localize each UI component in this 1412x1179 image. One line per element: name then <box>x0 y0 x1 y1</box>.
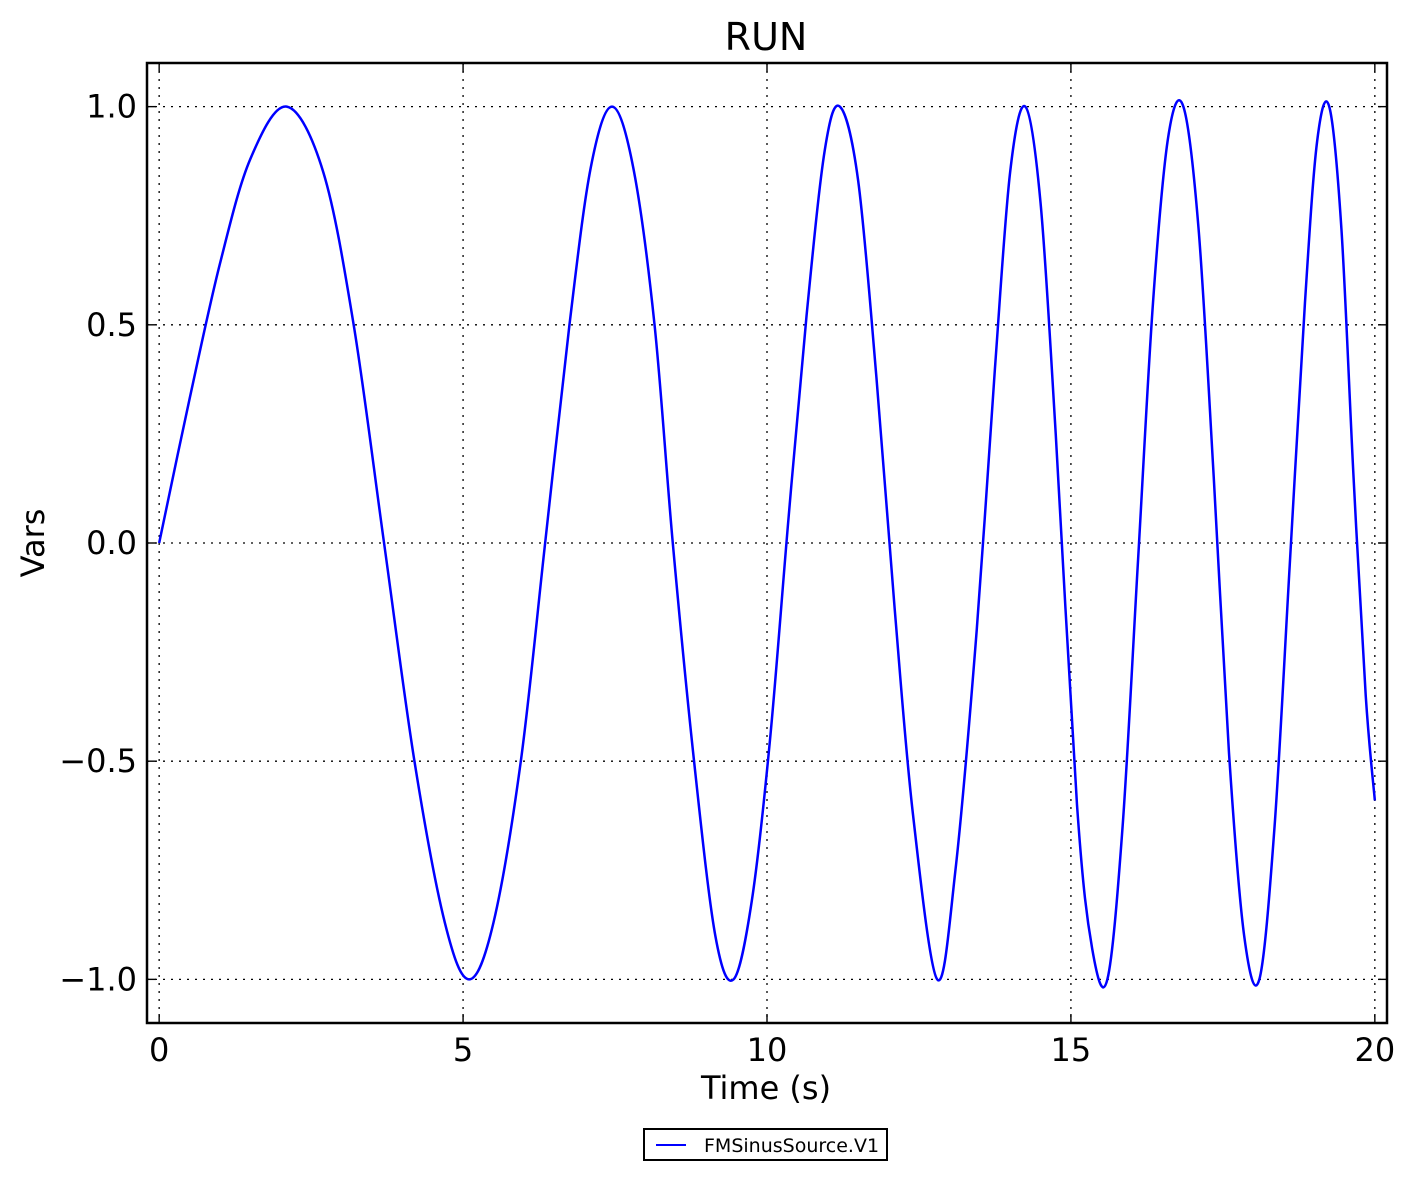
tick-labels: 0 5 10 15 20 1.0 0.5 0.0 −0.5 −1.0 <box>59 88 1395 1069</box>
y-tick-label: 1.0 <box>86 88 137 126</box>
series-line <box>157 99 1377 989</box>
x-tick-label: 20 <box>1354 1031 1395 1069</box>
y-tick-label: 0.5 <box>86 306 137 344</box>
chart-title: RUN <box>725 15 808 59</box>
legend: FMSinusSource.V1 <box>643 1128 888 1161</box>
x-tick-label: 15 <box>1051 1031 1092 1069</box>
y-axis-label: Vars <box>14 509 52 578</box>
x-tick-label: 10 <box>747 1031 788 1069</box>
axis-ticks <box>147 63 1387 1023</box>
y-tick-label: 0.0 <box>86 524 137 562</box>
x-axis-label: Time (s) <box>700 1069 831 1107</box>
y-tick-label: −1.0 <box>59 960 137 998</box>
x-tick-label: 5 <box>453 1031 473 1069</box>
plot-area <box>157 99 1377 989</box>
grid-lines <box>147 63 1387 1023</box>
legend-label: FMSinusSource.V1 <box>704 1135 879 1157</box>
x-tick-label: 0 <box>149 1031 169 1069</box>
y-tick-label: −0.5 <box>59 742 137 780</box>
